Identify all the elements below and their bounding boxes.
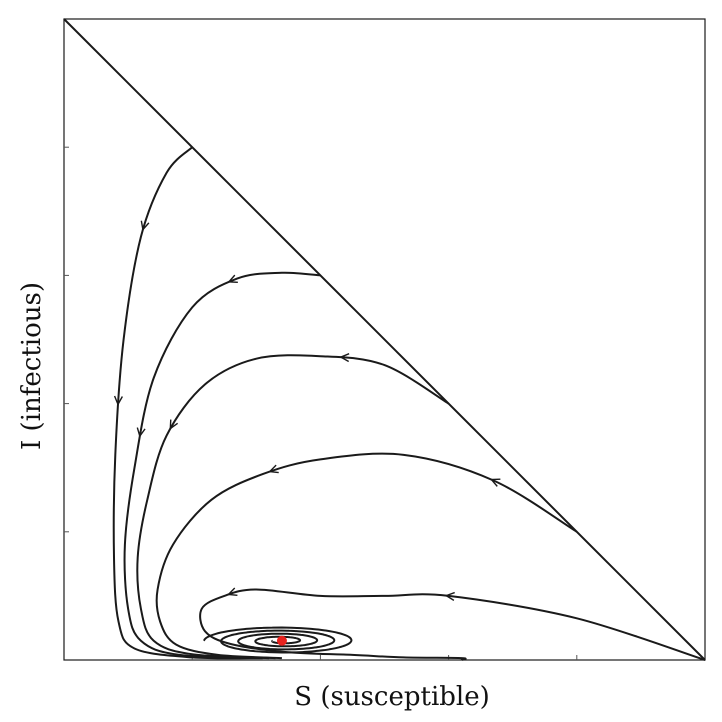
boundary-line xyxy=(63,18,706,661)
direction-arrow xyxy=(339,353,350,363)
direction-arrow xyxy=(169,419,179,430)
spiral-line xyxy=(203,626,353,654)
direction-arrow xyxy=(226,587,238,597)
direction-arrow xyxy=(227,274,238,284)
equilibrium-point xyxy=(276,635,287,646)
trajectory-line xyxy=(199,588,706,661)
direction-arrow xyxy=(268,464,279,474)
trajectory-line xyxy=(155,452,578,660)
direction-arrow xyxy=(489,478,501,487)
y-axis-label: I (infectious) xyxy=(17,282,47,450)
x-axis-label: S (susceptible) xyxy=(294,682,490,712)
trajectory-line xyxy=(123,271,321,660)
trajectory-line xyxy=(112,146,263,660)
trajectory-line xyxy=(136,354,450,660)
trajectory-curves xyxy=(112,146,706,661)
direction-arrow xyxy=(136,427,146,438)
direction-arrow xyxy=(444,591,455,601)
direction-arrow xyxy=(113,395,123,406)
direction-arrow xyxy=(140,220,150,232)
spiral-trajectory xyxy=(203,626,353,654)
